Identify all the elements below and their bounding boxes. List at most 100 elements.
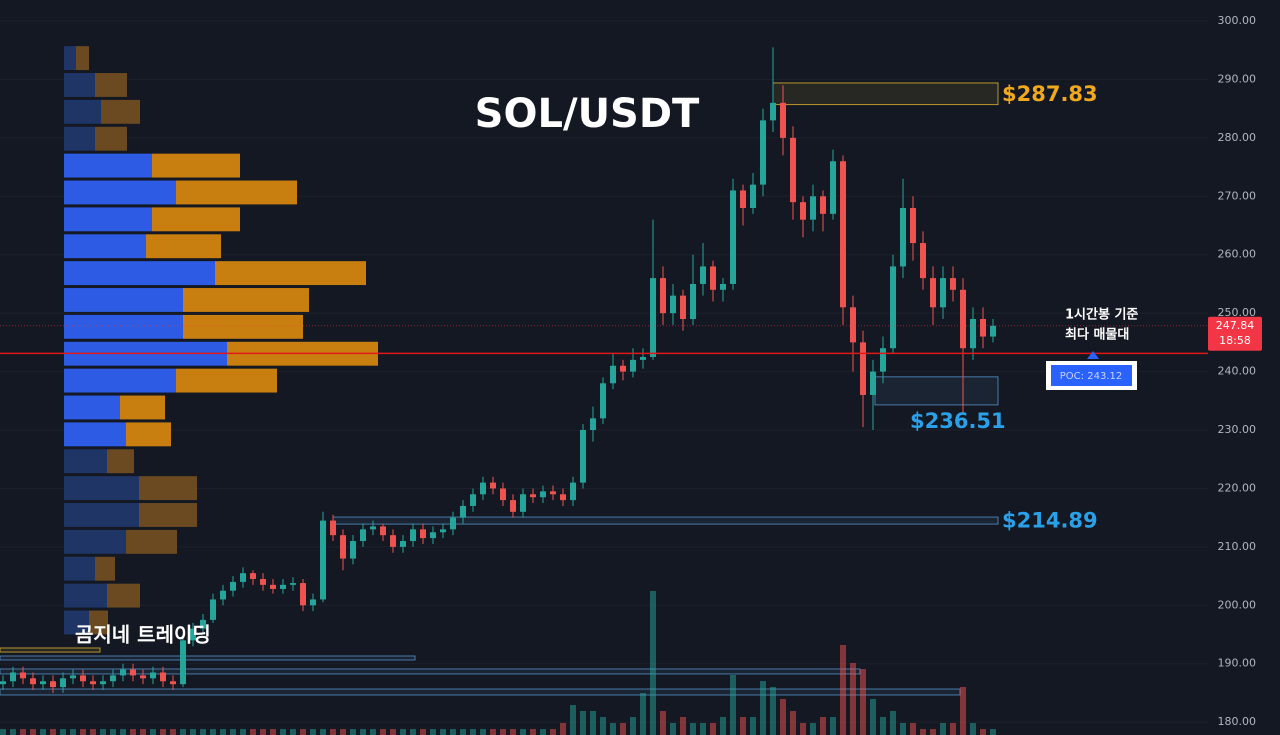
volume-bar [420,729,426,735]
volume-bar [380,729,386,735]
volume-bar [890,711,896,735]
zone [0,668,861,675]
volume-bar [930,729,936,735]
candle-body [420,529,426,539]
profile-buy [64,180,176,205]
y-tick-label: 190.00 [1218,657,1257,670]
candle-body [900,207,906,267]
profile-buy [64,73,95,97]
candle-body [590,418,596,431]
volume-bar [970,723,976,735]
candle-body [880,348,886,372]
candle-body [920,243,926,279]
volume-bar [270,729,276,735]
candle-body [90,681,96,685]
volume-bar [160,729,166,735]
volume-bar [690,723,696,735]
volume-bar [350,729,356,735]
volume-bar [810,723,816,735]
candle-body [490,482,496,489]
candle-body [680,295,686,320]
candle-body [660,278,666,314]
candle-body [290,583,296,585]
volume-bar [470,729,476,735]
candle-body [530,494,536,498]
profile-buy [64,46,76,71]
profile-buy [64,368,176,393]
profile-sell [139,476,197,501]
y-tick-label: 200.00 [1218,598,1257,611]
profile-buy [64,261,215,286]
volume-bar [950,723,956,735]
candle-body [340,535,346,559]
y-tick-label: 290.00 [1218,72,1257,85]
price-tag-label: 247.84 [1216,319,1255,332]
volume-bar [580,711,586,735]
volume-bar [780,699,786,735]
candle-body [180,640,186,685]
y-tick-label: 280.00 [1218,131,1257,144]
candle-body [840,161,846,308]
profile-buy [64,153,152,178]
candle-body [100,681,106,685]
volume-bar [0,729,6,735]
volume-bar [230,729,236,735]
candle-body [860,342,866,395]
candle-body [110,675,116,682]
candle-body [870,371,876,395]
candle-body [240,573,246,582]
candle-body [670,295,676,314]
volume-bar [310,729,316,735]
volume-bar [490,729,496,735]
candle-body [150,672,156,679]
volume-bar [940,723,946,735]
volume-bar [500,729,506,735]
volume-bar [260,729,266,735]
candle-body [510,500,516,512]
profile-sell [76,46,89,71]
profile-sell [120,395,165,420]
volume-bar [820,717,826,735]
zone-label: $287.83 [1002,82,1098,106]
candle-body [820,196,826,214]
candle-body [720,283,726,290]
volume-bar [700,723,706,735]
volume-bar [610,723,616,735]
profile-buy [64,99,101,124]
zone [874,376,999,406]
annotation: 최다 매물대 [1065,327,1129,343]
volume-bar [550,729,556,735]
volume-bar [240,729,246,735]
candle-body [610,365,616,384]
y-tick-label: 210.00 [1218,540,1257,553]
volume-bar [670,723,676,735]
y-tick-label: 300.00 [1218,14,1257,27]
volume-bar [740,717,746,735]
candle-body [730,190,736,284]
y-tick-label: 260.00 [1218,248,1257,261]
profile-sell [95,556,115,581]
volume-bar [870,699,876,735]
profile-sell [95,126,127,151]
candle-body [0,681,6,685]
candle-body [560,494,566,501]
profile-buy [64,449,107,474]
volume-bar [340,729,346,735]
profile-sell [152,153,240,178]
candle-body [910,207,916,244]
profile-buy [64,126,95,151]
candle-body [600,383,606,419]
zone [772,82,999,106]
profile-sell [152,207,240,232]
candle-body [210,599,216,620]
volume-bar [70,729,76,735]
candle-body [380,526,386,536]
volume-bar [110,729,116,735]
candle-body [450,517,456,530]
profile-sell [101,99,140,124]
y-tick-label: 220.00 [1218,481,1257,494]
candle-body [300,583,306,606]
chart-title: SOL/USDT [475,91,700,137]
profile-sell [176,368,277,393]
